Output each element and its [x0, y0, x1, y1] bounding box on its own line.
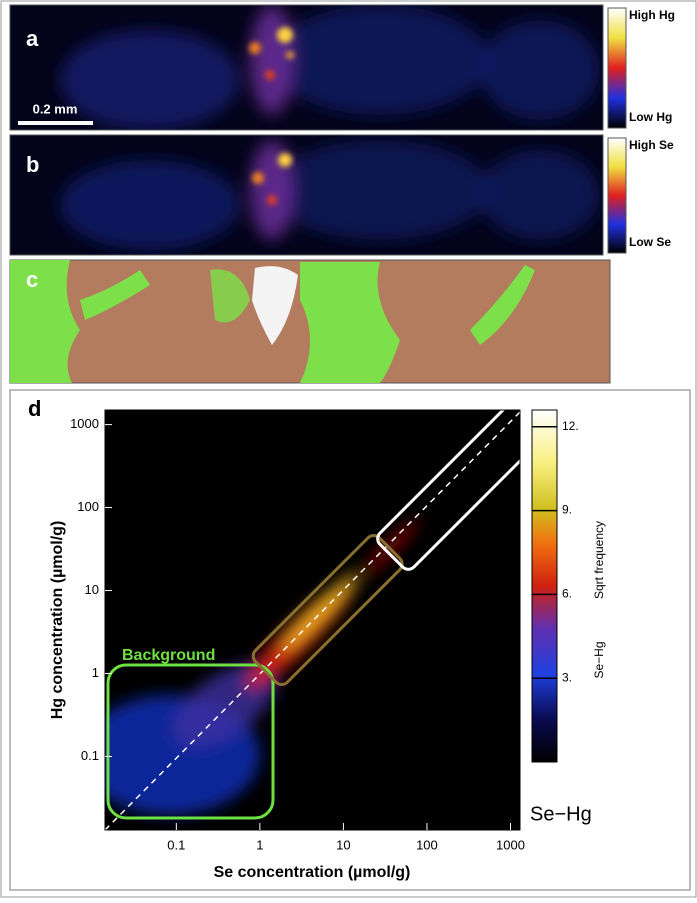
colorbar-tick-label: 6. — [562, 587, 572, 601]
panel-b: b High Se Low Se — [9, 134, 674, 256]
colorbar-low: Low Se — [629, 235, 671, 249]
x-axis-label: Se concentration (µmol/g) — [214, 864, 411, 881]
colorbar-tick-label: 9. — [562, 503, 572, 517]
y-tick-label: 1 — [92, 665, 99, 680]
colorbar-tick-label: 12. — [562, 419, 579, 433]
colorbar-high: High Se — [629, 138, 674, 152]
x-tick-label: 1000 — [496, 837, 525, 852]
x-tick-label: 1 — [256, 837, 263, 852]
heatmap — [105, 410, 520, 830]
panel-a: a 0.2 mm High Hg Low Hg — [9, 4, 675, 131]
y-tick-label: 100 — [77, 499, 99, 514]
annotation: Background — [122, 647, 215, 664]
panel-label: c — [26, 267, 38, 292]
scale-bar-label: 0.2 mm — [33, 101, 78, 116]
panel-label: d — [28, 396, 41, 421]
colorbar-title: Se−Hg — [592, 641, 606, 678]
panel-label: a — [26, 26, 39, 51]
colorbar — [531, 409, 558, 763]
plot-label: Se−Hg — [530, 803, 592, 825]
plot-frame — [104, 409, 521, 831]
colorbar-tick-label: 3. — [562, 670, 572, 684]
y-tick-label: 1000 — [70, 416, 99, 431]
x-tick-label: 0.1 — [167, 837, 185, 852]
x-tick-label: 10 — [336, 837, 350, 852]
colorbar-high: High Hg — [629, 8, 675, 22]
panel-d-frame — [9, 389, 691, 891]
y-tick-label: 0.1 — [81, 748, 99, 763]
x-tick-label: 100 — [416, 837, 438, 852]
panel-c: c — [9, 259, 611, 384]
y-tick-label: 10 — [85, 582, 99, 597]
colorbar-label: Sqrt frequency — [592, 521, 606, 599]
panel-label: b — [26, 152, 39, 177]
y-axis-label: Hg concentration (µmol/g) — [49, 521, 66, 720]
colorbar-low: Low Hg — [629, 110, 672, 124]
